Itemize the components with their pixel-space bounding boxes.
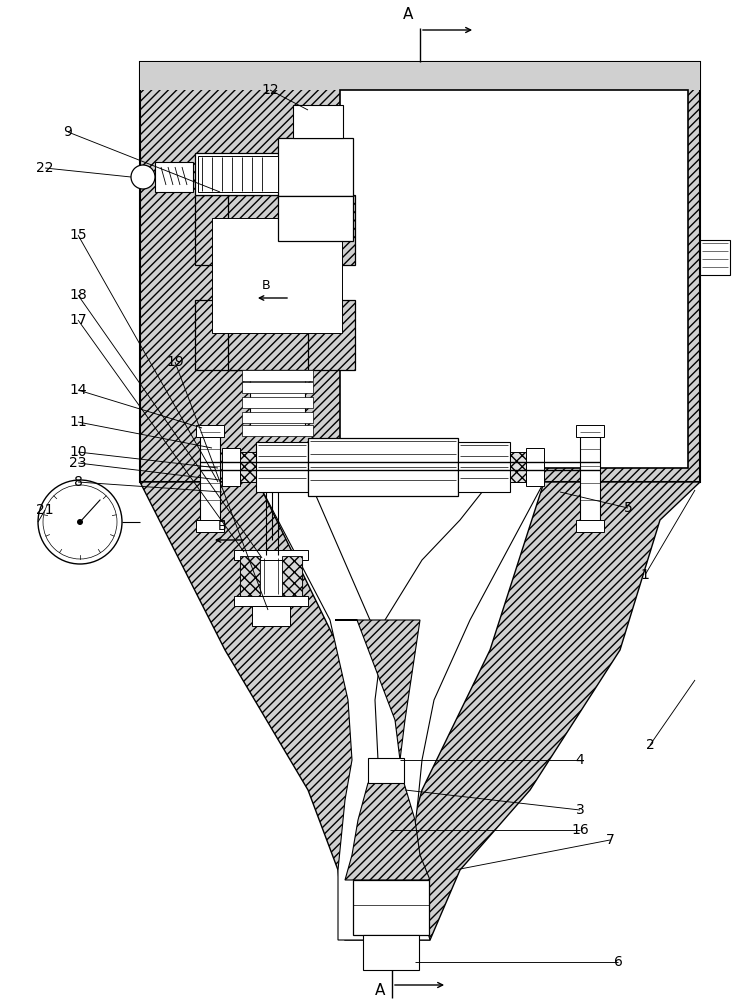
Bar [293, 105, 343, 138]
Text: 2: 2 [646, 738, 655, 752]
Bar [278, 138, 353, 196]
Bar [228, 195, 308, 370]
Text: 3: 3 [575, 803, 584, 817]
Bar [240, 556, 260, 596]
Text: 10: 10 [69, 445, 87, 459]
Circle shape [77, 519, 83, 525]
Text: 14: 14 [69, 383, 87, 397]
Bar [155, 162, 193, 192]
Text: 22: 22 [36, 161, 54, 175]
Text: A: A [374, 983, 385, 998]
Bar [700, 240, 730, 275]
Bar [368, 758, 404, 783]
Text: 4: 4 [575, 753, 584, 767]
Text: 6: 6 [614, 955, 622, 969]
Bar [282, 556, 302, 596]
Text: 12: 12 [261, 83, 279, 97]
Bar [576, 520, 604, 532]
Bar [510, 452, 526, 482]
Circle shape [38, 480, 122, 564]
Bar [242, 425, 313, 436]
Bar [222, 448, 240, 486]
Polygon shape [345, 783, 430, 880]
Bar [195, 153, 350, 195]
Bar [195, 300, 355, 370]
Circle shape [131, 165, 155, 189]
Text: 17: 17 [69, 313, 87, 327]
Bar [278, 196, 353, 241]
Text: B: B [262, 279, 270, 292]
Bar [363, 935, 419, 970]
Text: 11: 11 [69, 415, 87, 429]
Bar [526, 448, 544, 486]
Bar [212, 218, 342, 333]
Bar [252, 606, 290, 626]
Bar [234, 550, 308, 560]
Bar [340, 90, 688, 468]
Text: 5: 5 [624, 501, 633, 515]
Bar [242, 397, 313, 408]
Bar [140, 62, 700, 90]
Bar [196, 520, 224, 532]
Bar [576, 425, 604, 437]
Bar [200, 430, 220, 525]
Text: B: B [218, 520, 226, 533]
Polygon shape [140, 482, 378, 940]
Text: 15: 15 [69, 228, 87, 242]
Text: 8: 8 [73, 475, 82, 489]
Bar [196, 425, 224, 437]
Bar [580, 430, 600, 525]
Bar [242, 370, 313, 381]
Bar [240, 452, 256, 482]
Bar [353, 880, 429, 935]
Text: 16: 16 [571, 823, 589, 837]
Bar [242, 382, 313, 393]
Bar [250, 370, 305, 435]
Bar [240, 556, 302, 596]
Polygon shape [335, 620, 420, 760]
Text: 1: 1 [640, 568, 649, 582]
Text: A: A [403, 7, 413, 22]
Bar [242, 412, 313, 423]
Text: 23: 23 [69, 456, 87, 470]
Text: 21: 21 [36, 503, 54, 517]
Text: 7: 7 [606, 833, 615, 847]
Polygon shape [400, 482, 700, 940]
Text: 19: 19 [166, 355, 184, 369]
Polygon shape [375, 482, 544, 940]
Bar [198, 156, 278, 192]
Bar [140, 62, 700, 482]
Text: 9: 9 [63, 125, 72, 139]
Text: 18: 18 [69, 288, 87, 302]
Bar [195, 195, 355, 265]
Bar [234, 596, 308, 606]
Bar [308, 438, 458, 496]
Polygon shape [258, 482, 388, 940]
Bar [458, 442, 510, 492]
Bar [256, 442, 308, 492]
